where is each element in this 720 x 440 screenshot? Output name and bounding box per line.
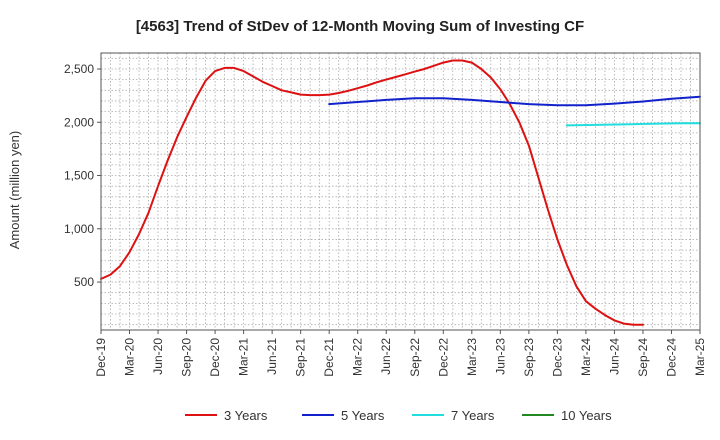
y-tick-label: 500 <box>74 275 94 289</box>
series-line <box>328 95 701 107</box>
x-tick-label: Dec-23 <box>550 338 564 377</box>
y-tick-label: 2,000 <box>64 115 94 129</box>
grid <box>101 53 700 330</box>
x-tick-label: Mar-23 <box>465 338 479 376</box>
series-line <box>565 122 701 127</box>
y-axis-label: Amount (million yen) <box>7 131 22 250</box>
x-tick-label: Sep-23 <box>522 338 536 377</box>
x-tick-label: Dec-24 <box>664 338 678 377</box>
series-lines <box>100 59 701 326</box>
x-tick-label: Jun-24 <box>607 338 621 375</box>
plot-frame <box>100 52 701 331</box>
x-tick-label: Jun-23 <box>493 338 507 375</box>
x-tick-label: Jun-20 <box>151 338 165 375</box>
x-tick-label: Mar-21 <box>237 338 251 376</box>
series-line <box>100 59 644 326</box>
legend-label: 7 Years <box>451 408 495 423</box>
x-tick-label: Mar-22 <box>351 338 365 376</box>
x-tick-label: Sep-24 <box>636 338 650 377</box>
x-tick-label: Dec-20 <box>208 338 222 377</box>
x-tick-label: Dec-21 <box>322 338 336 377</box>
y-tick-label: 1,000 <box>64 222 94 236</box>
x-tick-label: Sep-21 <box>294 338 308 377</box>
legend-label: 3 Years <box>224 408 268 423</box>
x-tick-label: Sep-22 <box>408 338 422 377</box>
y-tick-label: 1,500 <box>64 169 94 183</box>
y-tick-labels: 500 1,000 1,500 2,000 2,500 <box>64 62 101 289</box>
x-tick-label: Mar-25 <box>693 338 707 376</box>
x-tick-label: Dec-22 <box>436 338 450 377</box>
legend-label: 5 Years <box>341 408 385 423</box>
y-tick-label: 2,500 <box>64 62 94 76</box>
x-tick-label: Sep-20 <box>180 338 194 377</box>
legend: 3 Years 5 Years 7 Years 10 Years <box>185 408 612 423</box>
x-tick-label: Dec-19 <box>94 338 108 377</box>
x-tick-label: Jun-22 <box>379 338 393 375</box>
x-tick-labels: Dec-19 Mar-20 Jun-20 Sep-20 Dec-20 Mar-21 Jun-… <box>94 330 707 377</box>
x-tick-label: Jun-21 <box>265 338 279 375</box>
x-tick-label: Mar-20 <box>123 338 137 376</box>
x-tick-label: Mar-24 <box>579 338 593 376</box>
chart-title: [4563] Trend of StDev of 12-Month Moving… <box>136 18 584 35</box>
legend-label: 10 Years <box>561 408 612 423</box>
